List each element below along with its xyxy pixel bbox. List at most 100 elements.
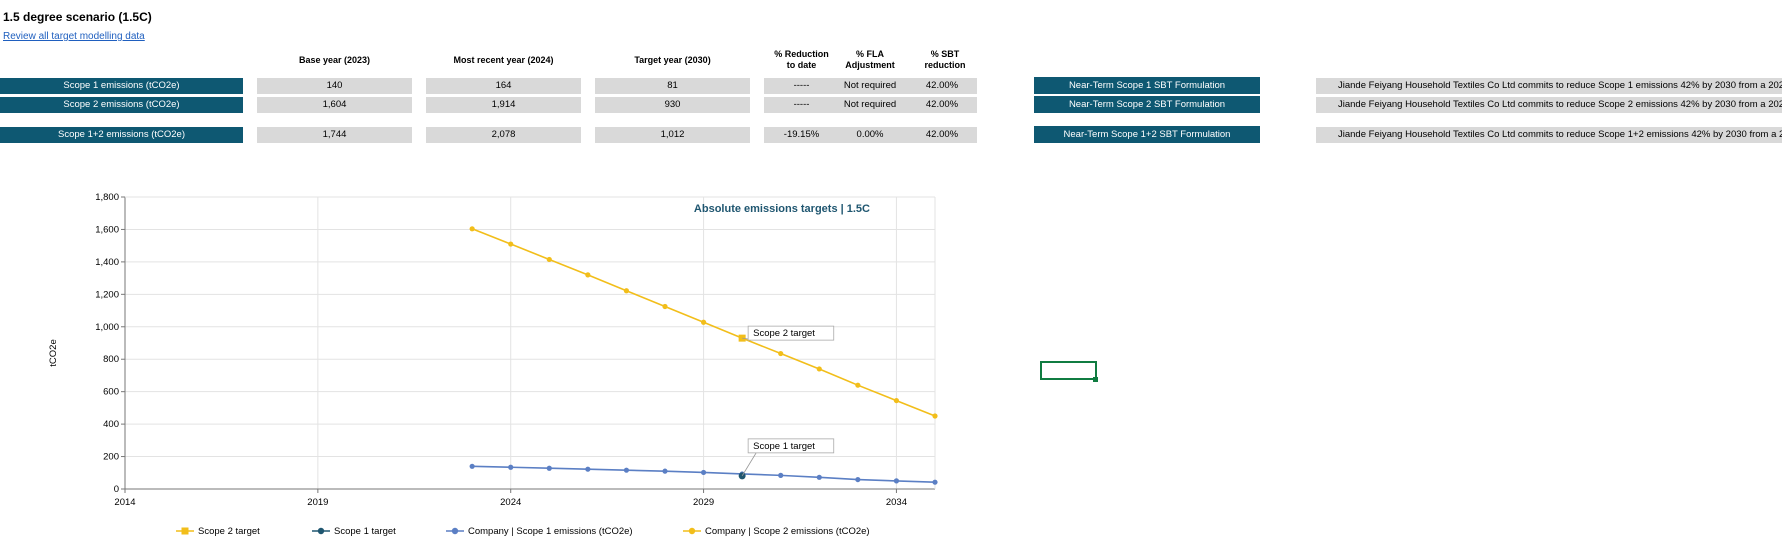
scope1-series-point [508, 464, 514, 470]
chart-y-axis-label: tCO2e [48, 339, 59, 366]
legend-swatch-marker [317, 527, 325, 535]
fill-handle[interactable] [1093, 377, 1098, 382]
header-reduction-line1: % Reduction [774, 49, 829, 59]
scope2-series-point [816, 366, 822, 372]
review-data-link[interactable]: Review all target modelling data [3, 31, 145, 42]
x-tick-label: 2014 [114, 497, 135, 508]
scope1-series-point [932, 479, 938, 485]
scope1-series-point [855, 476, 861, 483]
scope2-formulation-button[interactable]: Near-Term Scope 2 SBT Formulation [1034, 96, 1260, 113]
scope1-target-callout-leader [741, 452, 757, 477]
legend-swatch-marker [451, 527, 459, 535]
header-fla-line1: % FLA [856, 49, 884, 59]
header-sbt-line2: reduction [924, 60, 966, 70]
row-label-scope12: Scope 1+2 emissions (tCO2e) [0, 127, 243, 143]
scope12-formulation-button[interactable]: Near-Term Scope 1+2 SBT Formulation [1034, 126, 1260, 143]
scope1-reduction-cell[interactable]: ----- [793, 80, 810, 91]
y-tick-label: 1,000 [95, 322, 119, 333]
scope1-target-callout-box [747, 438, 835, 454]
scope1-series-point [700, 469, 707, 476]
scope1-series-point [469, 463, 475, 469]
scope12-reduction-cell[interactable]: -19.15% [783, 129, 820, 140]
scope1-target-cell[interactable]: 81 [595, 78, 750, 94]
header-base-year: Base year (2023) [298, 55, 371, 65]
y-tick-label: 600 [103, 387, 119, 398]
x-tick-label: 2029 [693, 497, 714, 508]
y-tick-label: 0 [114, 484, 119, 495]
scope1-series-point [816, 474, 822, 480]
scope12-base-cell[interactable]: 1,744 [257, 127, 412, 143]
scope2-target-callout-text: Scope 2 target [753, 328, 815, 339]
scope1-sbt-cell[interactable]: 42.00% [925, 80, 959, 91]
scope2-target-callout-box [747, 325, 835, 341]
scope2-target-cell[interactable]: 930 [595, 97, 750, 113]
legend-label: Company | Scope 2 emissions (tCO2e) [705, 526, 870, 537]
header-fla-line2: Adjustment [845, 60, 895, 70]
scope1-base-cell[interactable]: 140 [257, 78, 412, 94]
scope12-sbt-cell[interactable]: 42.00% [925, 129, 959, 140]
scope1-target-callout-text: Scope 1 target [753, 441, 815, 452]
scope2-sbt-cell[interactable]: 42.00% [925, 99, 959, 110]
y-tick-label: 200 [103, 452, 119, 463]
scope1-series-point [623, 467, 630, 473]
y-tick-label: 1,600 [95, 224, 119, 235]
y-tick-label: 1,400 [95, 257, 119, 268]
scope2-series-point [546, 256, 552, 263]
x-tick-label: 2019 [307, 497, 328, 508]
scope2-statement[interactable]: Jiande Feiyang Household Textiles Co Ltd… [1316, 97, 1782, 113]
scope12-target-cell[interactable]: 1,012 [595, 127, 750, 143]
y-tick-label: 800 [103, 354, 119, 365]
header-reduction-line2: to date [786, 60, 817, 70]
legend-label: Scope 2 target [198, 526, 260, 537]
scope1-series-point [546, 465, 552, 471]
page-title: 1.5 degree scenario (1.5C) [3, 10, 152, 24]
scope1-fla-cell[interactable]: Not required [843, 80, 897, 91]
x-tick-label: 2024 [500, 497, 521, 508]
scope12-pct-group [764, 127, 977, 143]
scope1-series-point [778, 472, 784, 478]
scope2-series-point [508, 241, 514, 247]
scope1-series-point [893, 478, 900, 484]
header-sbt: % SBT reduction [910, 49, 980, 71]
scope1-series-point [662, 468, 668, 474]
row-label-scope1: Scope 1 emissions (tCO2e) [0, 78, 243, 94]
header-target-year: Target year (2030) [634, 55, 711, 65]
y-tick-label: 1,200 [95, 289, 119, 300]
scope12-recent-cell[interactable]: 2,078 [426, 127, 581, 143]
scope2-series-point [932, 413, 938, 419]
chart-series [469, 226, 938, 485]
scope2-fla-cell[interactable]: Not required [843, 99, 897, 110]
legend-swatch-marker [688, 527, 696, 535]
scope2-series-point [585, 272, 591, 278]
scope2-series-point [662, 303, 668, 310]
scope1-formulation-button[interactable]: Near-Term Scope 1 SBT Formulation [1034, 77, 1260, 94]
selected-cell[interactable] [1040, 361, 1097, 380]
header-fla: % FLA Adjustment [835, 49, 905, 71]
scope1-statement[interactable]: Jiande Feiyang Household Textiles Co Ltd… [1316, 78, 1782, 94]
scope12-statement[interactable]: Jiande Feiyang Household Textiles Co Ltd… [1316, 127, 1782, 143]
header-sbt-line1: % SBT [930, 49, 960, 59]
chart-title: Absolute emissions targets | 1.5C [694, 203, 870, 215]
scope2-series-point [893, 397, 900, 404]
scope2-base-cell[interactable]: 1,604 [257, 97, 412, 113]
scope2-series-point [469, 226, 475, 232]
chart-legend: Scope 2 target Scope 1 target Company | Sc… [176, 526, 870, 537]
header-recent-year: Most recent year (2024) [453, 55, 554, 65]
header-reduction: % Reduction to date [764, 49, 839, 71]
scope1-pct-group [764, 78, 977, 94]
scope2-series-point [778, 350, 784, 357]
row-label-scope2: Scope 2 emissions (tCO2e) [0, 97, 243, 113]
legend-label: Company | Scope 1 emissions (tCO2e) [468, 526, 633, 537]
emissions-chart[interactable]: 0 200 400 600 800 1,000 1,200 1,400 1,600 1,800 20… [0, 180, 1000, 540]
legend-swatch-marker [181, 527, 189, 535]
x-tick-label: 2034 [886, 497, 907, 508]
scope2-recent-cell[interactable]: 1,914 [426, 97, 581, 113]
chart-annotations: Scope 2 target Scope 1 target [741, 325, 835, 477]
y-tick-label: 1,800 [95, 192, 119, 203]
chart-axes: 0 200 400 600 800 1,000 1,200 1,400 1,600 1,800 20… [95, 192, 936, 508]
scope1-recent-cell[interactable]: 164 [426, 78, 581, 94]
scope1-series-point [585, 466, 591, 472]
scope2-reduction-cell[interactable]: ----- [793, 99, 810, 110]
scope2-series-point [855, 382, 861, 388]
scope12-fla-cell[interactable]: 0.00% [856, 129, 884, 140]
